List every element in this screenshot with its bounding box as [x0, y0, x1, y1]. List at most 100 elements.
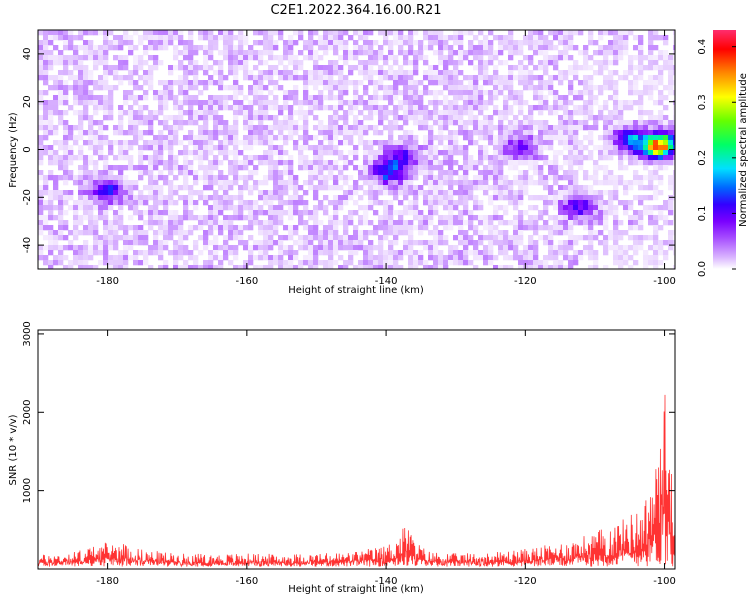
heatmap-cell: [393, 115, 399, 121]
heatmap-cell: [263, 95, 269, 101]
heatmap-cell: [573, 110, 579, 116]
heatmap-cell: [538, 180, 544, 186]
heatmap-cell: [178, 250, 184, 256]
heatmap-cell: [113, 210, 119, 216]
heatmap-cell: [523, 125, 529, 131]
heatmap-cell: [373, 175, 379, 181]
heatmap-cell: [88, 100, 94, 106]
heatmap-cell: [153, 90, 159, 96]
heatmap-cell: [328, 85, 334, 91]
heatmap-cell: [443, 215, 449, 221]
heatmap-cell: [573, 95, 579, 101]
heatmap-cell: [623, 45, 629, 51]
heatmap-cell: [88, 265, 94, 269]
heatmap-cell: [673, 145, 675, 151]
heatmap-cell: [263, 105, 269, 111]
heatmap-cell: [598, 210, 604, 216]
heatmap-cell: [438, 75, 444, 81]
heatmap-cell: [188, 165, 194, 171]
heatmap-cell: [98, 85, 104, 91]
heatmap-cell: [133, 65, 139, 71]
heatmap-cell: [43, 90, 49, 96]
heatmap-cell: [653, 225, 659, 231]
heatmap-cell: [423, 195, 429, 201]
heatmap-cell: [633, 220, 639, 226]
heatmap-cell: [428, 150, 434, 156]
heatmap-cell: [153, 210, 159, 216]
heatmap-cell: [638, 120, 644, 126]
heatmap-cell: [228, 230, 234, 236]
heatmap-cell: [498, 40, 504, 46]
heatmap-cell: [138, 130, 144, 136]
heatmap-cell: [368, 45, 374, 51]
heatmap-cell: [463, 245, 469, 251]
heatmap-cell: [128, 200, 134, 206]
heatmap-cell: [188, 160, 194, 166]
heatmap-cell: [68, 230, 74, 236]
snr-frame: [37, 329, 676, 570]
heatmap-cell: [488, 230, 494, 236]
heatmap-cell: [113, 265, 119, 269]
heatmap-cell: [313, 210, 319, 216]
heatmap-cell: [413, 225, 419, 231]
heatmap-cell: [603, 225, 609, 231]
heatmap-cell: [528, 30, 534, 36]
heatmap-cell: [648, 210, 654, 216]
heatmap-cell: [243, 55, 249, 61]
heatmap-cell: [143, 35, 149, 41]
heatmap-cell: [268, 230, 274, 236]
heatmap-cell: [508, 70, 514, 76]
heatmap-cell: [633, 100, 639, 106]
heatmap-cell: [158, 175, 164, 181]
heatmap-cell: [613, 250, 619, 256]
heatmap-cell: [153, 220, 159, 226]
heatmap-cell: [323, 245, 329, 251]
heatmap-cell: [563, 170, 569, 176]
heatmap-cell: [93, 85, 99, 91]
heatmap-cell: [268, 90, 274, 96]
heatmap-cell: [228, 60, 234, 66]
heatmap-cell: [298, 150, 304, 156]
heatmap-cell: [198, 140, 204, 146]
heatmap-cell: [543, 140, 549, 146]
heatmap-cell: [263, 155, 269, 161]
heatmap-cell: [273, 65, 279, 71]
heatmap-cell: [273, 160, 279, 166]
heatmap-cell: [493, 190, 499, 196]
heatmap-cell: [218, 180, 224, 186]
heatmap-cell: [393, 265, 399, 269]
heatmap-cell: [158, 90, 164, 96]
heatmap-cell: [508, 160, 514, 166]
heatmap-cell: [328, 40, 334, 46]
heatmap-cell: [148, 205, 154, 211]
heatmap-cell: [513, 200, 519, 206]
heatmap-y-tick-label: 20: [22, 95, 33, 108]
heatmap-cell: [568, 175, 574, 181]
heatmap-cell: [88, 120, 94, 126]
heatmap-cell: [48, 210, 54, 216]
heatmap-cell: [438, 45, 444, 51]
heatmap-cell: [423, 120, 429, 126]
heatmap-cell: [43, 40, 49, 46]
heatmap-cell: [633, 225, 639, 231]
heatmap-cell: [338, 65, 344, 71]
heatmap-cell: [173, 45, 179, 51]
heatmap-cell: [488, 120, 494, 126]
heatmap-cell: [578, 215, 584, 221]
heatmap-cell: [403, 60, 409, 66]
heatmap-cell: [193, 135, 199, 141]
heatmap-cell: [78, 150, 84, 156]
heatmap-cell: [133, 195, 139, 201]
heatmap-cell: [333, 205, 339, 211]
heatmap-cell: [518, 80, 524, 86]
heatmap-cell: [533, 160, 539, 166]
heatmap-cell: [323, 80, 329, 86]
heatmap-cell: [223, 190, 229, 196]
heatmap-cell: [228, 195, 234, 201]
heatmap-cell: [573, 240, 579, 246]
heatmap-cell: [548, 130, 554, 136]
heatmap-cell: [598, 145, 604, 151]
heatmap-cell: [648, 135, 654, 141]
heatmap-cell: [348, 150, 354, 156]
heatmap-cell: [668, 175, 674, 181]
